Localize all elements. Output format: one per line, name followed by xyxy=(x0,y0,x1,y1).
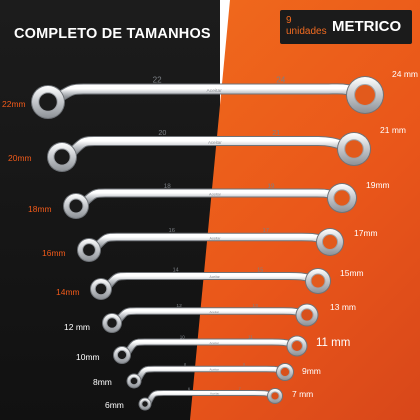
wrench-ring-right-hole xyxy=(270,391,280,401)
wrench-stamp-right: 17 xyxy=(263,228,270,234)
wrench-22-24: 22 24 Aceitar xyxy=(31,75,384,119)
size-label-22mm: 22mm xyxy=(2,99,26,109)
wrench-shaft xyxy=(136,366,283,382)
wrench-ring-right-hole xyxy=(354,84,376,106)
size-label-16mm: 16mm xyxy=(42,248,66,258)
wrench-ring-right-hole xyxy=(344,139,364,159)
wrench-ring-left-hole xyxy=(129,376,139,386)
wrench-shaft xyxy=(54,84,359,102)
wrench-stamp-left: 18 xyxy=(164,183,172,190)
headline: COMPLETO DE TAMANHOS xyxy=(14,26,211,42)
wrench-stamp-left: 22 xyxy=(153,75,163,84)
wrench-ring-right-hole xyxy=(333,189,351,207)
size-label-10mm: 10mm xyxy=(76,352,100,362)
dark-background-panel xyxy=(0,0,220,420)
wrench-stamp-left: 20 xyxy=(158,128,166,137)
size-label-24mm: 24 mm xyxy=(392,69,418,79)
badge-title: METRICO xyxy=(332,18,402,35)
wrench-shaft xyxy=(105,273,314,289)
wrench-ring-right-hole xyxy=(321,233,339,251)
wrench-brand-stamp: Aceitar xyxy=(207,88,223,94)
wrench-ring-left-hole xyxy=(141,400,149,408)
wrench-stamp-right: 21 xyxy=(272,128,280,137)
wrench-shaft xyxy=(146,391,273,405)
wrench-ring-left-hole xyxy=(106,317,118,329)
size-label-20mm: 20mm xyxy=(8,153,32,163)
size-label-18mm: 18mm xyxy=(28,204,52,214)
wrench-brand-stamp: Aceitar xyxy=(210,368,219,372)
wrench-stamp-right: 11 xyxy=(248,334,253,339)
wrench-ring-left-hole xyxy=(116,349,128,361)
wrench-20-21: 20 21 Aceitar xyxy=(47,128,371,172)
wrench-ring-left-hole xyxy=(82,243,96,257)
wrench-ring-right-hole xyxy=(300,308,314,322)
wrench-stamp-right: 19 xyxy=(268,183,276,190)
badge-count: 9 unidades xyxy=(286,15,327,37)
wrench-12-13: 12 13 Aceitar xyxy=(102,303,319,333)
wrench-18-19: 18 19 Aceitar xyxy=(63,183,357,219)
size-label-19mm: 19mm xyxy=(366,180,390,190)
wrench-ring-left-hole xyxy=(53,148,71,166)
wrench-stamp-right: 13 xyxy=(252,303,258,309)
wrench-stamp-left: 6 xyxy=(188,386,191,391)
wrench-stamp-right: 15 xyxy=(257,268,263,274)
wrench-stamp-left: 14 xyxy=(173,268,179,274)
size-label-8mm: 8mm xyxy=(93,377,112,387)
wrench-ring-left-hole xyxy=(94,282,108,296)
size-label-13mm: 13 mm xyxy=(330,302,356,312)
wrench-shaft xyxy=(125,339,294,356)
size-label-14mm: 14mm xyxy=(56,287,80,297)
wrench-brand-stamp: Aceitar xyxy=(210,275,221,279)
wrench-brand-stamp: Aceitar xyxy=(209,192,222,196)
wrench-brand-stamp: Aceitar xyxy=(210,236,222,240)
size-label-7mm: 7 mm xyxy=(292,389,314,399)
size-label-15mm: 15mm xyxy=(340,268,364,278)
wrench-8-9: 8 9 Aceitar xyxy=(126,362,294,389)
wrench-stamp-right: 24 xyxy=(276,75,286,84)
size-label-11mm: 11 mm xyxy=(316,337,351,349)
size-label-9mm: 9mm xyxy=(302,366,321,376)
wrench-ring-right-hole xyxy=(310,273,326,289)
wrench-shaft xyxy=(115,308,304,324)
size-label-12mm: 12 mm xyxy=(64,322,90,332)
wrench-shaft xyxy=(67,137,349,157)
wrench-ring-right-hole xyxy=(279,366,291,378)
wrench-ring-left-hole xyxy=(68,198,84,214)
wrench-14-15: 14 15 Aceitar xyxy=(90,268,331,300)
wrench-stamp-right: 7 xyxy=(239,386,242,391)
wrench-16-17: 16 17 Aceitar xyxy=(77,228,344,262)
size-label-17mm: 17mm xyxy=(354,228,378,238)
wrench-brand-stamp: Aceitar xyxy=(210,341,219,345)
wrench-stamp-left: 16 xyxy=(169,228,176,234)
wrench-stamp-left: 12 xyxy=(176,303,182,309)
wrench-ring-left-hole xyxy=(38,92,58,112)
count-badge: 9 unidades METRICO xyxy=(280,10,412,44)
wrench-brand-stamp: Aceitar xyxy=(210,310,219,314)
size-label-21mm: 21 mm xyxy=(380,125,406,135)
wrench-shaft xyxy=(80,189,338,206)
wrench-stamp-left: 8 xyxy=(184,362,187,367)
wrench-10-11: 10 11 Aceitar xyxy=(113,334,308,364)
wrench-ring-right-hole xyxy=(290,339,304,353)
size-label-6mm: 6mm xyxy=(105,400,124,410)
wrench-stamp-left: 10 xyxy=(180,334,186,339)
wrench-shaft xyxy=(93,233,326,250)
wrench-6-7: 6 7 Aceitar xyxy=(138,386,283,411)
wrench-brand-stamp: Aceitar xyxy=(208,140,222,145)
wrench-brand-stamp: Aceitar xyxy=(210,391,219,395)
wrench-stamp-right: 9 xyxy=(243,362,246,367)
